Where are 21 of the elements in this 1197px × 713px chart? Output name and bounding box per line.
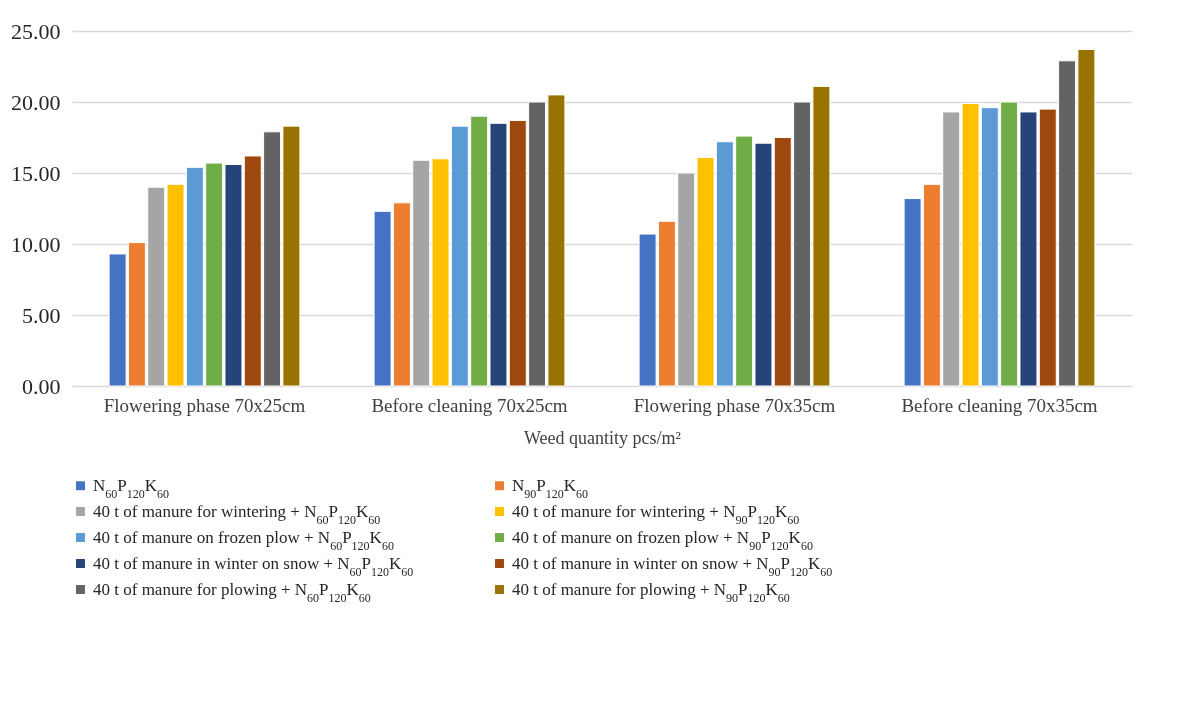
legend-label: 40 t of manure for wintering + N$_{60}$P$_{120}$K$_{60}$ (93, 501, 381, 527)
y-tick-label: 0.00 (22, 373, 61, 399)
y-tick-label: 20.00 (11, 89, 61, 115)
y-tick-label: 15.00 (11, 160, 61, 186)
x-tick-label: Before cleaning 70x35cm (901, 394, 1098, 416)
y-tick-label: 10.00 (11, 231, 61, 257)
legend-label: N$_{60}$P$_{120}$K$_{60}$ (93, 475, 170, 501)
legend-label: 40 t of manure for wintering + N$_{90}$P$_{120}$K$_{60}$ (512, 501, 800, 527)
legend-label: 40 t of manure on frozen plow + N$_{60}$P$_{120}$K$_{60}$ (93, 527, 394, 553)
x-tick-label: Flowering phase 70x35cm (633, 394, 836, 416)
x-axis-title: Weed quantity pcs/m² (524, 427, 681, 448)
x-tick-label: Flowering phase 70x25cm (103, 394, 306, 416)
y-tick-label: 25.00 (11, 18, 61, 44)
legend-label: 40 t of manure for plowing + N$_{60}$P$_{120}$K$_{60}$ (93, 579, 371, 605)
legend-label: 40 t of manure on frozen plow + N$_{90}$P$_{120}$K$_{60}$ (512, 527, 813, 553)
legend-label: 40 t of manure for plowing + N$_{90}$P$_{120}$K$_{60}$ (512, 579, 790, 605)
legend-label: N$_{90}$P$_{120}$K$_{60}$ (512, 475, 589, 501)
x-tick-label: Before cleaning 70x25cm (371, 394, 568, 416)
legend-label: 40 t of manure in winter on snow + N$_{60}$P$_{120}$K$_{60}$ (93, 553, 414, 579)
y-tick-label: 5.00 (22, 302, 61, 328)
legend-label: 40 t of manure in winter on snow + N$_{90}$P$_{120}$K$_{60}$ (512, 553, 833, 579)
